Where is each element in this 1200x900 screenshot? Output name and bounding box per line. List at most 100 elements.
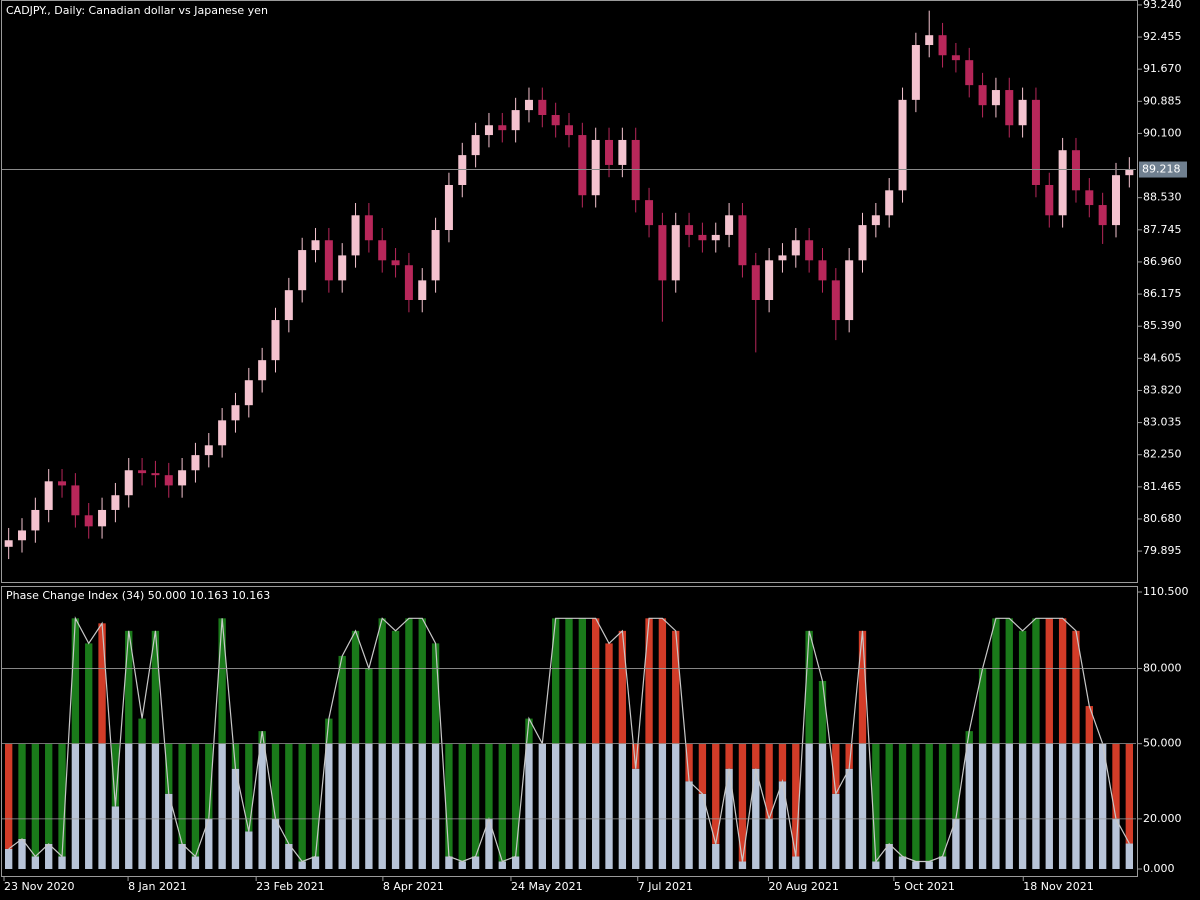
pci-base-bar [872,861,880,869]
candle-body [458,155,467,185]
pci-base-bar [965,743,973,869]
pci-bar [525,718,533,744]
pci-base-bar [418,743,426,869]
pci-base-bar [205,818,213,869]
candle-body [4,540,13,547]
pci-bar [858,630,867,744]
pci-base-bar [485,818,493,869]
pci-base-bar [605,743,613,869]
candle-body [791,240,800,256]
y-tick-label: 85.390 [1143,319,1182,332]
candle-body [698,234,707,241]
pci-base-bar [658,743,667,869]
y-tick-label: 84.605 [1143,351,1182,364]
pci-bar [992,618,1000,744]
candle-body [498,125,507,131]
pci-bar [845,743,853,769]
pci-base-bar [285,843,293,869]
candle-body [858,225,867,261]
candle-body [978,85,987,106]
pci-base-bar [712,843,720,869]
candle-body [324,240,333,281]
candle-body [58,481,67,486]
pci-base-bar [885,843,893,869]
candle-body [778,255,787,261]
pci-bar [231,743,240,769]
pci-bar [1125,743,1133,844]
pci-base-bar [378,743,386,869]
marks [2,10,1136,869]
x-tick-label: 8 Jan 2021 [128,880,187,893]
pci-base-bar [1098,743,1107,869]
pci-base-bar [458,861,466,869]
pci-base-bar [5,848,13,869]
pci-base-bar [445,856,453,869]
candle-body [71,485,80,516]
candle-body [351,215,360,256]
pci-base-bar [792,856,800,869]
pci-bar [191,743,200,857]
pci-base-bar [271,818,280,869]
candle-body [98,509,107,527]
pci-base-bar [71,743,80,869]
pci-bar [138,718,146,744]
pci-base-bar [45,843,53,869]
candle-body [605,139,614,165]
candle-body [925,35,934,46]
pci-base-bar [298,861,306,869]
candle-body [1045,184,1054,216]
pci-bar [605,643,613,744]
candle-body [204,445,213,456]
candle-body [84,515,93,527]
y-tick-label: 80.000 [1143,661,1182,674]
y-tick-label: 87.745 [1143,223,1182,236]
pci-base-bar [898,856,907,869]
pci-bar [445,743,453,857]
pci-base-bar [511,856,520,869]
pci-bar [952,743,960,819]
candle-body [444,184,453,231]
pci-bar [738,743,747,862]
pci-bar [645,618,653,744]
pci-bar [672,630,680,744]
candle-body [1018,99,1027,126]
pci-bar [98,623,106,744]
candle-body [124,470,133,496]
pci-bar [778,743,787,782]
pci-bar [938,743,947,857]
candle-body [1111,175,1120,226]
pci-base-bar [85,743,93,869]
pci-base-bar [325,743,333,869]
pci-bar [511,743,520,857]
indicator-pane-border [1,586,1138,877]
pci-bar [1032,618,1040,744]
candle-body [591,139,600,196]
pci-bar [485,743,493,819]
candle-body [471,135,480,156]
pci-bar [698,743,707,794]
pci-base-bar [1125,843,1133,869]
x-tick-label: 8 Apr 2021 [383,880,444,893]
candle-body [44,481,53,510]
pci-bar [805,630,813,744]
candle-body [231,405,240,421]
pci-bar [245,743,253,832]
pci-base-bar [952,818,960,869]
pci-bar [658,618,667,744]
y-tick-label: 81.465 [1143,480,1182,493]
pci-base-bar [1045,743,1053,869]
pci-base-bar [672,743,680,869]
pci-base-bar [1112,818,1120,869]
candle-body [178,470,187,486]
pci-base-bar [311,856,320,869]
candle-body [645,200,654,226]
pci-bar [311,743,320,857]
pci-base-bar [138,743,146,869]
pci-base-bar [391,743,400,869]
candle-body [404,265,413,301]
pci-base-bar [1018,743,1027,869]
indicator-title: Phase Change Index (34) 50.000 10.163 10… [6,589,270,602]
pci-bar [925,743,933,862]
candle-body [818,260,827,281]
pci-base-bar [111,806,120,869]
